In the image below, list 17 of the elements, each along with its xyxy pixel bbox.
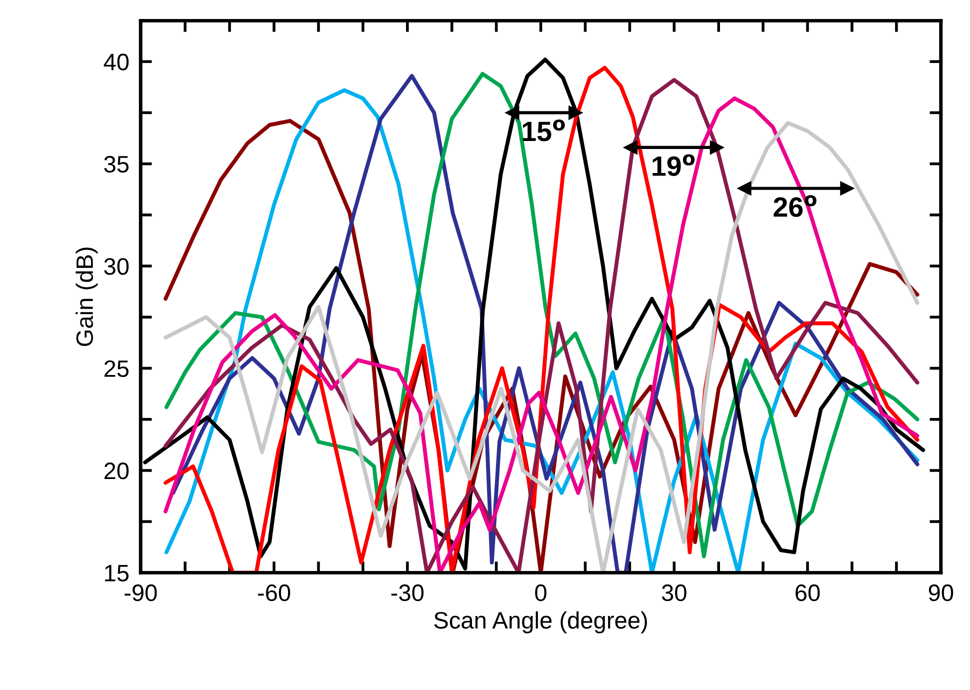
y-axis-title: Gain (dB) xyxy=(76,248,98,346)
y-tick-label: 15 xyxy=(105,565,129,582)
y-tick-label: 20 xyxy=(104,462,129,480)
x-tick-label: 60 xyxy=(796,584,820,602)
x-tick-label: -30 xyxy=(391,584,424,602)
annotation: 15$^{o}$ xyxy=(522,119,565,142)
x-tick-label: -60 xyxy=(258,584,290,602)
x-axis-title: Scan Angle (degree) xyxy=(434,611,647,634)
y-tick-label: 25 xyxy=(104,360,129,378)
y-tick-label: 40 xyxy=(104,54,129,70)
x-tick-label: -90 xyxy=(124,584,157,602)
x-tick-label: 30 xyxy=(662,584,686,602)
y-tick-label: 35 xyxy=(104,156,129,173)
x-tick-label: 0 xyxy=(535,584,546,602)
y-tick-label: 30 xyxy=(104,258,129,275)
x-tick-label: 90 xyxy=(928,584,954,602)
annotation: 19$^{o}$ xyxy=(652,154,695,176)
